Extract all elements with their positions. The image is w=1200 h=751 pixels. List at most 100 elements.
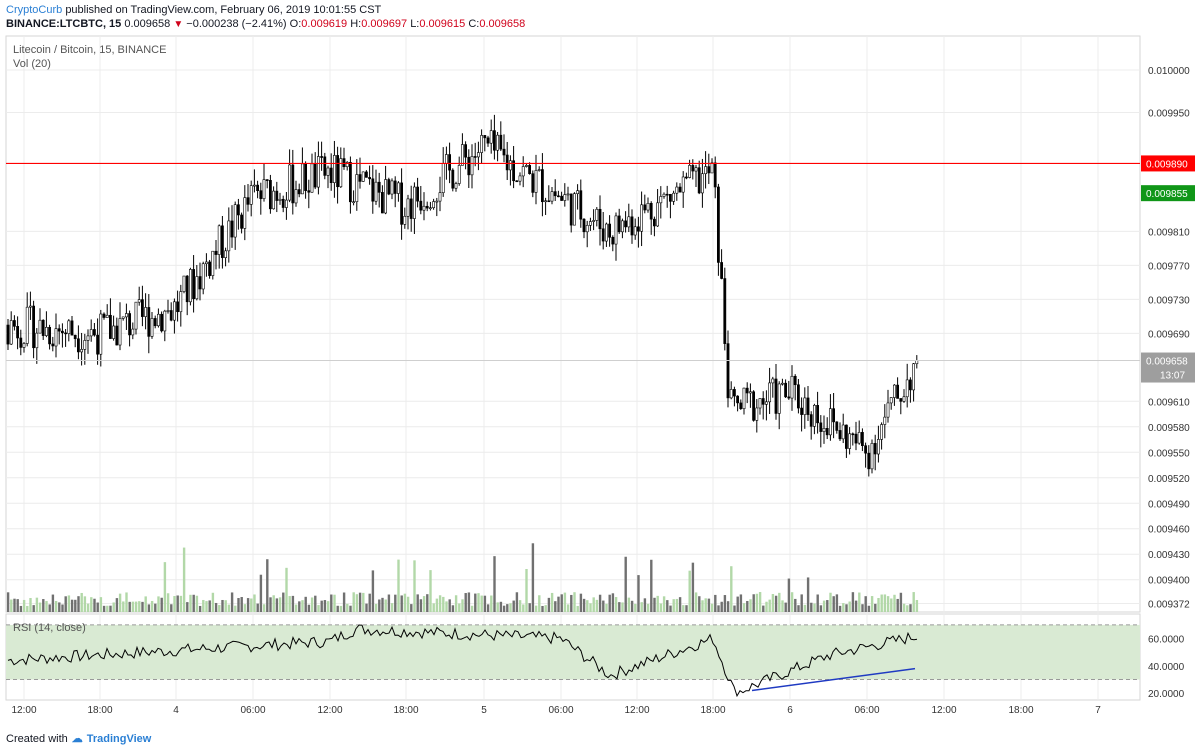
- candle-body: [173, 301, 176, 321]
- candle-body: [528, 165, 532, 174]
- candle-body: [64, 332, 68, 335]
- candle-body: [32, 305, 36, 349]
- volume-bar: [410, 604, 413, 612]
- volume-bar: [211, 592, 215, 612]
- time-tick-label: 06:00: [240, 705, 265, 716]
- tradingview-brand[interactable]: TradingView: [86, 732, 152, 745]
- volume-bar: [458, 603, 461, 612]
- candle-body: [224, 250, 228, 258]
- candle-body: [41, 319, 45, 336]
- candle-body: [201, 263, 205, 290]
- candle-body: [787, 396, 791, 399]
- candle-body: [134, 301, 138, 330]
- candle-body: [361, 171, 365, 182]
- rsi-tick-label: 20.0000: [1148, 689, 1185, 700]
- candle-body: [566, 193, 570, 196]
- rsi-divergence-line: [751, 667, 916, 692]
- volume-bar: [448, 599, 451, 612]
- volume-bar: [464, 593, 467, 612]
- candle-body: [752, 391, 756, 421]
- volume-bar: [611, 593, 615, 612]
- candle-body: [323, 156, 327, 176]
- candle-body: [876, 439, 880, 455]
- candle-body: [265, 179, 269, 181]
- candle-body: [774, 378, 778, 414]
- candle-body: [57, 328, 61, 332]
- candle-body: [403, 215, 407, 225]
- volume-bar: [634, 603, 637, 612]
- volume-bar: [67, 595, 71, 612]
- candle-body: [387, 179, 391, 195]
- candle-body: [278, 198, 282, 201]
- candle-body: [854, 433, 858, 444]
- candle-body: [819, 422, 823, 432]
- candle-body: [240, 214, 244, 229]
- candle-body: [537, 169, 541, 171]
- candle-body: [681, 176, 685, 193]
- candle-body: [157, 313, 160, 327]
- candle-body: [521, 166, 525, 177]
- symbol-label: BINANCE:LTCBTC, 15: [6, 18, 122, 30]
- candle-body: [678, 186, 682, 193]
- candle-body: [358, 174, 362, 182]
- candle-body: [237, 204, 240, 216]
- volume-bar: [902, 603, 906, 612]
- volume-bar: [301, 600, 304, 612]
- volume-bar: [38, 602, 42, 612]
- candle-body: [22, 343, 26, 348]
- volume-bar: [374, 603, 378, 612]
- candle-body: [796, 384, 800, 409]
- candle-body: [416, 186, 420, 202]
- green-price-tag: 0.009855: [1146, 189, 1188, 200]
- volume-bar: [688, 570, 691, 612]
- candle-body: [342, 158, 346, 168]
- volume-bar: [630, 600, 634, 612]
- footer: Created with ☁ TradingView: [6, 732, 152, 746]
- candle-body: [646, 203, 650, 211]
- author-link[interactable]: CryptoCurb: [6, 4, 63, 16]
- volume-bar: [314, 595, 317, 612]
- price-tick-label: 0.009490: [1148, 499, 1190, 510]
- candle-body: [326, 167, 330, 176]
- volume-bar: [147, 604, 151, 612]
- volume-bar: [512, 600, 515, 612]
- volume-bar: [726, 601, 730, 612]
- volume-bar: [54, 600, 58, 612]
- candle-body: [604, 223, 608, 242]
- candle-body: [320, 156, 324, 158]
- volume-bar: [490, 595, 493, 612]
- candle-body: [332, 155, 336, 183]
- volume-bar: [435, 598, 439, 612]
- volume-bar: [915, 600, 919, 612]
- candle-body: [393, 180, 397, 194]
- volume-bar: [838, 605, 842, 612]
- volume-bar: [496, 602, 499, 612]
- volume-bar: [566, 604, 570, 612]
- volume-bar: [640, 602, 643, 612]
- volume-bar: [42, 599, 45, 612]
- volume-bar: [816, 594, 819, 612]
- candle-body: [118, 318, 122, 346]
- volume-bar: [797, 605, 800, 612]
- volume-bar: [205, 601, 208, 612]
- candle-body: [73, 334, 77, 340]
- down-arrow-icon: ▼: [173, 19, 184, 30]
- candle-body: [822, 428, 826, 432]
- volume-bar: [733, 605, 736, 612]
- volume-bar: [426, 594, 429, 612]
- volume-bar: [227, 604, 231, 612]
- candle-body: [131, 328, 135, 336]
- volume-bar: [778, 592, 781, 612]
- time-tick-label: 12:00: [624, 705, 649, 716]
- candle-body: [531, 173, 535, 193]
- candle-body: [147, 307, 151, 337]
- candle-body: [588, 221, 592, 226]
- price-change: −0.000238 (−2.41%): [186, 18, 287, 30]
- volume-bar: [829, 592, 832, 612]
- volume-bar: [419, 599, 423, 612]
- open-value: 0.009619: [301, 18, 348, 30]
- price-tick-label: 0.009550: [1148, 448, 1190, 459]
- candle-body: [489, 130, 493, 144]
- candle-body: [816, 405, 820, 424]
